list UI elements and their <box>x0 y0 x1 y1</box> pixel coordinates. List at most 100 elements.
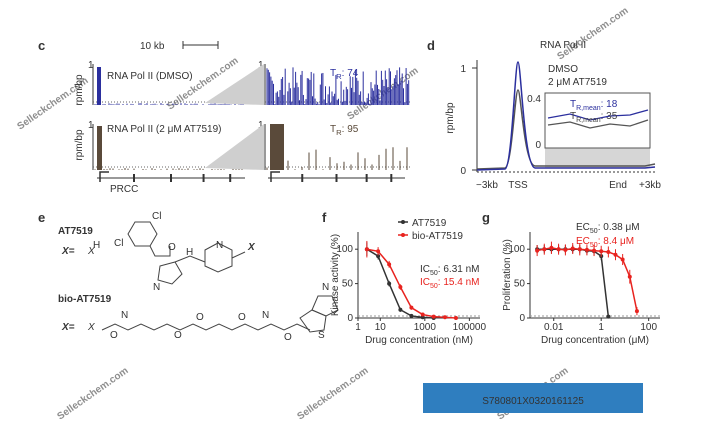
label: Proliferation (%) <box>502 239 513 311</box>
label: X= <box>61 246 75 257</box>
subscript-label: EC50: 8.4 μM <box>576 236 634 249</box>
subscript-label: TR: 74 <box>330 68 359 81</box>
label-part: T <box>570 111 576 122</box>
point <box>634 309 639 314</box>
label-part: : 0.38 μM <box>598 222 640 233</box>
label-part: : 95 <box>342 124 359 135</box>
label: N <box>153 282 160 293</box>
point <box>364 247 369 252</box>
label: End <box>609 180 627 191</box>
label-part: EC <box>576 236 590 247</box>
label: TSS <box>508 180 528 191</box>
point <box>442 315 447 320</box>
subscript-label: TR,mean: 18 <box>570 99 618 112</box>
label: O <box>196 312 204 323</box>
label: 0 <box>460 166 466 177</box>
label: 1 <box>355 322 361 333</box>
label: H <box>93 240 100 251</box>
subscript-label: IC50: 6.31 nM <box>420 264 480 277</box>
point <box>420 312 425 317</box>
label-part: R <box>336 72 342 81</box>
label: 1 <box>88 120 94 131</box>
point <box>398 307 403 312</box>
point <box>387 281 392 286</box>
label: c <box>38 38 45 53</box>
label: d <box>427 38 435 53</box>
label: 0 <box>535 140 541 151</box>
label: 1 <box>598 322 604 333</box>
label: 100000 <box>453 322 487 333</box>
label-part: : 8.4 μM <box>598 236 634 247</box>
label: X= <box>61 322 75 333</box>
profile-line <box>476 61 656 171</box>
label-part: : 74 <box>342 68 359 79</box>
ring <box>311 295 339 317</box>
label: N <box>322 282 329 293</box>
label: 100 <box>336 244 353 255</box>
label: RNA Pol II (2 μM AT7519) <box>107 124 222 135</box>
bond <box>174 255 206 263</box>
label: AT7519 <box>58 226 93 237</box>
label: DMSO <box>548 64 578 75</box>
label: RNA Pol II <box>540 40 586 51</box>
label-part: T <box>330 68 336 79</box>
subscript-label: TR,mean: 35 <box>570 111 618 124</box>
id-badge <box>423 383 643 413</box>
profile-plot <box>476 60 656 173</box>
label-part: 50 <box>590 242 598 249</box>
inset-line <box>547 109 649 121</box>
label-part: 50 <box>430 270 438 277</box>
point <box>409 313 414 318</box>
label: 50 <box>342 279 354 290</box>
label-part: : 6.31 nM <box>438 264 480 275</box>
label: 100 <box>508 244 525 255</box>
subscript-label: IC50: 15.4 nM <box>420 277 480 290</box>
label: e <box>38 210 45 225</box>
label: 2 μM AT7519 <box>548 77 607 88</box>
ring <box>299 309 327 333</box>
label: 0.01 <box>544 322 564 333</box>
point <box>431 314 436 319</box>
label: N <box>262 310 269 321</box>
label: bio-AT7519 <box>412 231 463 242</box>
label: X <box>87 246 95 257</box>
point <box>535 248 540 253</box>
label: rpm/bp <box>74 129 85 161</box>
label-part: IC <box>420 264 430 275</box>
point <box>592 248 597 253</box>
track-peak <box>270 124 284 170</box>
label: RNA Pol II (DMSO) <box>107 71 193 82</box>
track-peak <box>97 126 102 170</box>
point <box>387 262 392 267</box>
label: 1 <box>460 64 466 75</box>
label: AT7519 <box>412 218 447 229</box>
label-part: R,mean <box>576 105 601 112</box>
zoom-fan <box>205 64 264 105</box>
label-part: : 15.4 nM <box>438 277 480 288</box>
track-peak <box>97 67 101 105</box>
structures <box>101 221 339 333</box>
label: Cl <box>152 211 161 222</box>
point <box>577 247 582 252</box>
zoom-fan <box>545 148 650 168</box>
legend-swatch <box>401 220 405 224</box>
label-part: T <box>570 99 576 110</box>
label: N <box>121 310 128 321</box>
point <box>599 249 604 254</box>
label: Cl <box>114 238 123 249</box>
label: 100 <box>640 322 657 333</box>
label-part: : 18 <box>601 99 618 110</box>
label: 10 kb <box>140 41 165 52</box>
label: g <box>482 210 490 225</box>
point <box>606 249 611 254</box>
point <box>584 247 589 252</box>
point <box>606 314 611 319</box>
label-part: 50 <box>430 283 438 290</box>
label: N <box>216 240 223 251</box>
point <box>613 252 618 257</box>
label: X <box>87 322 95 333</box>
label-part: R,mean <box>576 117 601 124</box>
point <box>376 254 381 259</box>
